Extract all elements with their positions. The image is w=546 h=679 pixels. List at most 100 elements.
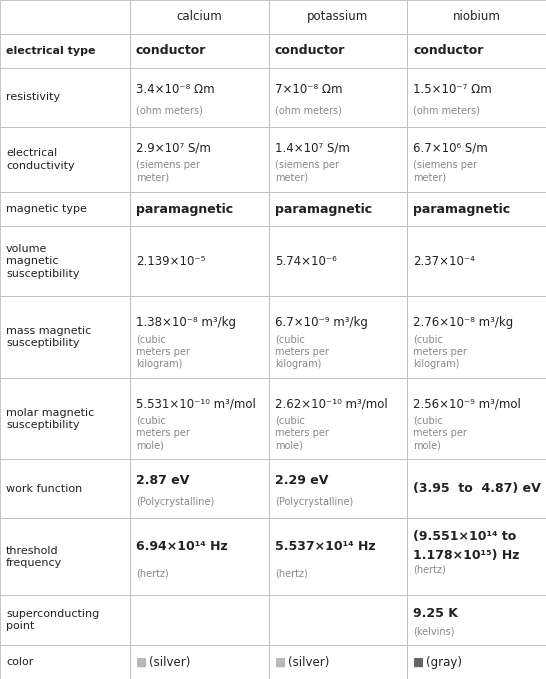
Text: calcium: calcium <box>176 10 222 24</box>
Bar <box>269 297 407 378</box>
Text: electrical type: electrical type <box>6 46 96 56</box>
Bar <box>0 645 130 679</box>
Bar <box>269 34 407 68</box>
Bar <box>130 378 269 460</box>
Text: conductor: conductor <box>275 44 345 58</box>
Text: 6.7×10⁻⁹ m³/kg: 6.7×10⁻⁹ m³/kg <box>275 316 367 329</box>
Bar <box>269 226 407 297</box>
Text: 2.37×10⁻⁴: 2.37×10⁻⁴ <box>413 255 475 268</box>
Text: color: color <box>6 657 33 667</box>
Text: (ohm meters): (ohm meters) <box>275 105 341 115</box>
Bar <box>269 595 407 645</box>
Text: (Polycrystalline): (Polycrystalline) <box>275 497 353 507</box>
Text: niobium: niobium <box>453 10 501 24</box>
Text: resistivity: resistivity <box>6 92 60 103</box>
Text: ■: ■ <box>413 655 424 669</box>
Bar <box>130 226 269 297</box>
Bar <box>0 460 130 518</box>
Bar <box>0 127 130 192</box>
Text: 9.25 K: 9.25 K <box>413 606 458 620</box>
Text: (siemens per
meter): (siemens per meter) <box>275 160 339 183</box>
Text: (kelvins): (kelvins) <box>413 626 455 636</box>
Text: (cubic
meters per
mole): (cubic meters per mole) <box>413 416 467 451</box>
Text: (siemens per
meter): (siemens per meter) <box>413 160 477 183</box>
Text: conductor: conductor <box>136 44 206 58</box>
Text: work function: work function <box>6 484 82 494</box>
Bar <box>130 595 269 645</box>
Bar <box>130 518 269 595</box>
Text: threshold
frequency: threshold frequency <box>6 546 62 568</box>
Text: (ohm meters): (ohm meters) <box>136 105 203 115</box>
Text: conductor: conductor <box>413 44 484 58</box>
Text: paramagnetic: paramagnetic <box>136 203 233 216</box>
Bar <box>407 595 546 645</box>
Text: 2.76×10⁻⁸ m³/kg: 2.76×10⁻⁸ m³/kg <box>413 316 514 329</box>
Bar <box>407 226 546 297</box>
Bar <box>0 34 130 68</box>
Text: 2.87 eV: 2.87 eV <box>136 474 189 487</box>
Bar <box>269 0 407 34</box>
Bar <box>407 192 546 226</box>
Text: 5.531×10⁻¹⁰ m³/mol: 5.531×10⁻¹⁰ m³/mol <box>136 397 256 411</box>
Text: superconducting
point: superconducting point <box>6 609 99 631</box>
Text: 2.56×10⁻⁹ m³/mol: 2.56×10⁻⁹ m³/mol <box>413 397 521 411</box>
Text: (gray): (gray) <box>426 655 462 669</box>
Text: potassium: potassium <box>307 10 369 24</box>
Text: electrical
conductivity: electrical conductivity <box>6 149 75 170</box>
Text: (siemens per
meter): (siemens per meter) <box>136 160 200 183</box>
Bar <box>407 297 546 378</box>
Text: 2.62×10⁻¹⁰ m³/mol: 2.62×10⁻¹⁰ m³/mol <box>275 397 387 411</box>
Bar <box>130 297 269 378</box>
Text: (silver): (silver) <box>149 655 191 669</box>
Bar <box>130 127 269 192</box>
Text: ■: ■ <box>275 655 286 669</box>
Text: 2.29 eV: 2.29 eV <box>275 474 328 487</box>
Bar <box>0 297 130 378</box>
Text: 1.5×10⁻⁷ Ωm: 1.5×10⁻⁷ Ωm <box>413 83 492 96</box>
Bar <box>269 68 407 127</box>
Bar <box>269 645 407 679</box>
Bar <box>0 0 130 34</box>
Text: (cubic
meters per
kilogram): (cubic meters per kilogram) <box>136 335 190 369</box>
Text: mass magnetic
susceptibility: mass magnetic susceptibility <box>6 326 91 348</box>
Text: (Polycrystalline): (Polycrystalline) <box>136 497 214 507</box>
Bar <box>269 518 407 595</box>
Text: 5.74×10⁻⁶: 5.74×10⁻⁶ <box>275 255 336 268</box>
Text: 2.9×10⁷ S/m: 2.9×10⁷ S/m <box>136 141 211 154</box>
Text: ■: ■ <box>136 655 147 669</box>
Text: 3.4×10⁻⁸ Ωm: 3.4×10⁻⁸ Ωm <box>136 83 215 96</box>
Bar <box>0 192 130 226</box>
Text: 6.94×10¹⁴ Hz: 6.94×10¹⁴ Hz <box>136 540 228 553</box>
Text: molar magnetic
susceptibility: molar magnetic susceptibility <box>6 407 94 430</box>
Bar <box>269 460 407 518</box>
Bar <box>130 645 269 679</box>
Bar <box>269 192 407 226</box>
Text: paramagnetic: paramagnetic <box>413 203 511 216</box>
Text: (3.95  to  4.87) eV: (3.95 to 4.87) eV <box>413 482 541 496</box>
Text: paramagnetic: paramagnetic <box>275 203 372 216</box>
Bar <box>0 68 130 127</box>
Text: (ohm meters): (ohm meters) <box>413 105 480 115</box>
Text: 5.537×10¹⁴ Hz: 5.537×10¹⁴ Hz <box>275 540 375 553</box>
Bar <box>0 595 130 645</box>
Text: (hertz): (hertz) <box>136 569 169 579</box>
Bar <box>130 192 269 226</box>
Text: 7×10⁻⁸ Ωm: 7×10⁻⁸ Ωm <box>275 83 342 96</box>
Bar <box>407 34 546 68</box>
Text: (hertz): (hertz) <box>275 569 307 579</box>
Text: 1.4×10⁷ S/m: 1.4×10⁷ S/m <box>275 141 349 154</box>
Bar <box>130 34 269 68</box>
Bar <box>269 127 407 192</box>
Bar <box>130 0 269 34</box>
Text: magnetic type: magnetic type <box>6 204 87 215</box>
Bar <box>407 460 546 518</box>
Text: 2.139×10⁻⁵: 2.139×10⁻⁵ <box>136 255 205 268</box>
Text: volume
magnetic
susceptibility: volume magnetic susceptibility <box>6 244 80 279</box>
Text: 1.178×10¹⁵) Hz: 1.178×10¹⁵) Hz <box>413 549 520 562</box>
Bar <box>130 68 269 127</box>
Bar <box>130 460 269 518</box>
Bar <box>407 645 546 679</box>
Bar <box>407 378 546 460</box>
Text: (cubic
meters per
kilogram): (cubic meters per kilogram) <box>413 335 467 369</box>
Text: (9.551×10¹⁴ to: (9.551×10¹⁴ to <box>413 530 517 543</box>
